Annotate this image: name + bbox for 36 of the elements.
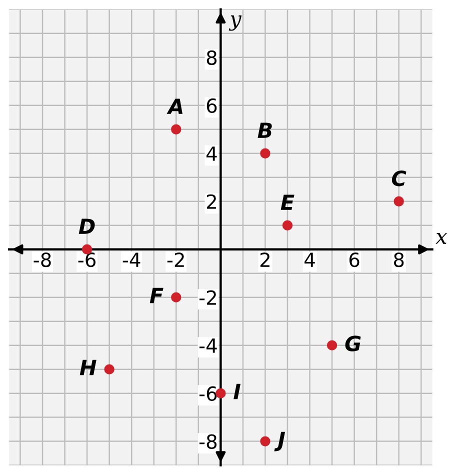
annotation: I xyxy=(234,384,240,400)
point xyxy=(282,220,293,230)
annotation: B xyxy=(258,122,272,138)
y-tick-label: -6 xyxy=(199,386,217,401)
x-tick-label: 6 xyxy=(349,252,360,268)
annotation: C xyxy=(392,170,406,186)
annotation: D xyxy=(78,218,95,234)
annotation: E xyxy=(280,194,294,210)
x-tick-label: 8 xyxy=(394,252,404,268)
y-tick-label: -8 xyxy=(199,434,217,449)
x-tick-label: -8 xyxy=(34,252,51,268)
y-tick-label: -4 xyxy=(199,338,217,353)
y-tick-label: 4 xyxy=(206,146,217,161)
annotation: J xyxy=(274,432,286,452)
annotation: A xyxy=(166,98,182,114)
point xyxy=(171,124,182,134)
point xyxy=(394,196,404,206)
annotation: H xyxy=(80,360,96,376)
y-axis-title: y xyxy=(228,15,242,31)
annotation: G xyxy=(345,336,361,352)
y-tick-label: -2 xyxy=(199,290,216,305)
annotation: F xyxy=(150,288,164,304)
y-tick-label: 6 xyxy=(206,98,217,114)
x-tick-label: -6 xyxy=(78,252,96,268)
y-tick-label: 8 xyxy=(206,50,217,66)
point xyxy=(326,340,338,350)
y-tick-label: 2 xyxy=(206,194,216,209)
point xyxy=(260,148,270,158)
x-tick-label: -2 xyxy=(167,252,184,267)
x-tick-label: 2 xyxy=(260,252,270,267)
point xyxy=(104,364,114,374)
point xyxy=(171,292,182,302)
x-axis-title: x xyxy=(436,233,448,244)
x-tick-label: 4 xyxy=(304,252,315,267)
point xyxy=(260,436,270,446)
x-tick-label: -4 xyxy=(122,252,140,267)
